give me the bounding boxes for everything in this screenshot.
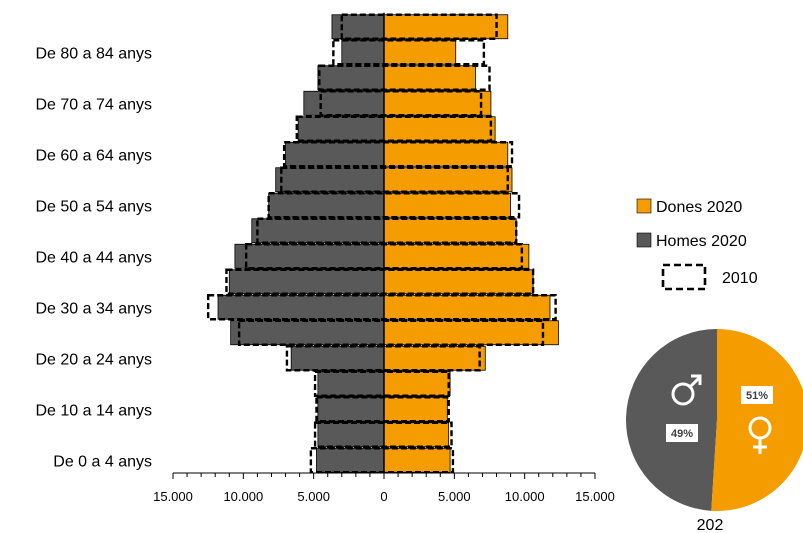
bar-homes-70-74 <box>303 90 385 116</box>
bar-homes-25-29 <box>230 320 385 346</box>
outline-2010-10-14 <box>315 396 450 423</box>
bar-dones-25-29 <box>383 320 559 346</box>
age-label-0-4: De 0 a 4 anys <box>53 453 152 470</box>
bar-dones-50-54 <box>383 192 511 218</box>
pie-slice-homes <box>626 329 717 511</box>
bar-dones-80-84 <box>383 39 457 65</box>
legend-label-2010: 2010 <box>722 270 758 287</box>
outline-2010-35-39 <box>225 268 535 295</box>
outline-2010-15-19 <box>313 370 450 397</box>
x-tick-label: 10.000 <box>223 489 263 504</box>
bar-homes-35-39 <box>228 269 385 295</box>
bar-dones-40-44 <box>383 243 530 269</box>
bar-homes-80-84 <box>341 39 385 65</box>
x-tick-label: 15.000 <box>575 489 615 504</box>
pie-slice-dones <box>711 329 803 511</box>
bar-homes-0-4 <box>316 447 385 473</box>
bar-homes-5-9 <box>317 422 385 448</box>
bar-homes-60-64 <box>285 141 385 167</box>
bar-homes-65-69 <box>297 116 385 142</box>
female-symbol-icon <box>748 416 772 454</box>
x-tick-label: 10.000 <box>505 489 545 504</box>
x-tick-label: 5.000 <box>297 489 330 504</box>
outline-2010-65-69 <box>295 115 493 142</box>
x-tick-label: 5.000 <box>438 489 471 504</box>
x-axis: 15.000 10.000 5.000 0 5.000 10.000 15.000 <box>153 472 615 504</box>
age-label-30-34: De 30 a 34 anys <box>35 300 152 317</box>
bar-homes-40-44 <box>234 243 385 269</box>
age-label-50-54: De 50 a 54 anys <box>35 198 152 215</box>
legend-swatch-2010 <box>661 263 707 291</box>
x-tick-label: 0 <box>380 489 387 504</box>
bar-homes-15-19 <box>317 371 385 397</box>
male-symbol-icon <box>671 374 702 406</box>
bar-homes-10-14 <box>317 396 385 422</box>
bar-dones-85+ <box>383 14 509 40</box>
age-label-80-84: De 80 a 84 anys <box>35 45 152 62</box>
outline-2010-0-4 <box>309 447 455 474</box>
bar-dones-65-69 <box>383 116 496 142</box>
outline-2010-85+ <box>340 13 498 40</box>
age-group-labels: De 0 a 4 anys De 10 a 14 anys De 20 a 24 a… <box>35 45 152 470</box>
bar-dones-5-9 <box>383 422 450 448</box>
pie-label-box-dones <box>741 386 773 404</box>
outline-2010-80-84 <box>332 39 486 66</box>
age-label-10-14: De 10 a 14 anys <box>35 402 152 419</box>
age-label-20-24: De 20 a 24 anys <box>35 351 152 368</box>
age-label-60-64: De 60 a 64 anys <box>35 147 152 164</box>
year-2010-outlines <box>206 13 557 474</box>
bar-dones-55-59 <box>383 167 513 193</box>
legend-swatch-homes <box>636 232 652 248</box>
female-bars <box>383 14 559 473</box>
outline-2010-30-34 <box>206 294 557 321</box>
pie-caption: 202 <box>697 517 724 533</box>
outline-2010-60-64 <box>282 141 514 168</box>
pie-label-homes: 49% <box>671 428 693 440</box>
bar-homes-20-24 <box>290 345 385 371</box>
outline-2010-45-49 <box>256 217 518 244</box>
bar-homes-45-49 <box>251 218 385 244</box>
bar-dones-75-79 <box>383 65 476 91</box>
bar-dones-70-74 <box>383 90 492 116</box>
bar-dones-15-19 <box>383 371 451 397</box>
bar-dones-60-64 <box>383 141 509 167</box>
legend-label-dones: Dones 2020 <box>656 199 742 216</box>
legend-label-homes: Homes 2020 <box>656 233 747 250</box>
bar-dones-0-4 <box>383 447 451 473</box>
outline-2010-75-79 <box>318 64 491 91</box>
pie-label-box-homes <box>666 424 698 442</box>
bar-homes-30-34 <box>217 294 385 320</box>
age-label-40-44: De 40 a 44 anys <box>35 249 152 266</box>
bar-dones-35-39 <box>383 269 534 295</box>
bar-dones-20-24 <box>383 345 486 371</box>
outline-2010-25-29 <box>237 319 545 346</box>
bar-homes-50-54 <box>268 192 385 218</box>
outline-2010-50-54 <box>267 192 521 219</box>
outline-2010-55-59 <box>280 166 509 193</box>
bar-dones-10-14 <box>383 396 448 422</box>
bar-homes-55-59 <box>275 167 385 193</box>
age-label-70-74: De 70 a 74 anys <box>35 96 152 113</box>
pie-label-dones: 51% <box>746 390 768 402</box>
x-tick-label: 15.000 <box>153 489 193 504</box>
outline-2010-70-74 <box>319 90 483 117</box>
legend-swatch-dones <box>636 198 652 214</box>
bar-homes-75-79 <box>317 65 385 91</box>
bar-dones-30-34 <box>383 294 551 320</box>
legend: Dones 2020 Homes 2020 2010 <box>636 198 758 291</box>
bar-dones-45-49 <box>383 218 517 244</box>
sex-distribution-pie: 49% 51% 202 <box>626 329 803 533</box>
bar-homes-85+ <box>331 14 385 40</box>
